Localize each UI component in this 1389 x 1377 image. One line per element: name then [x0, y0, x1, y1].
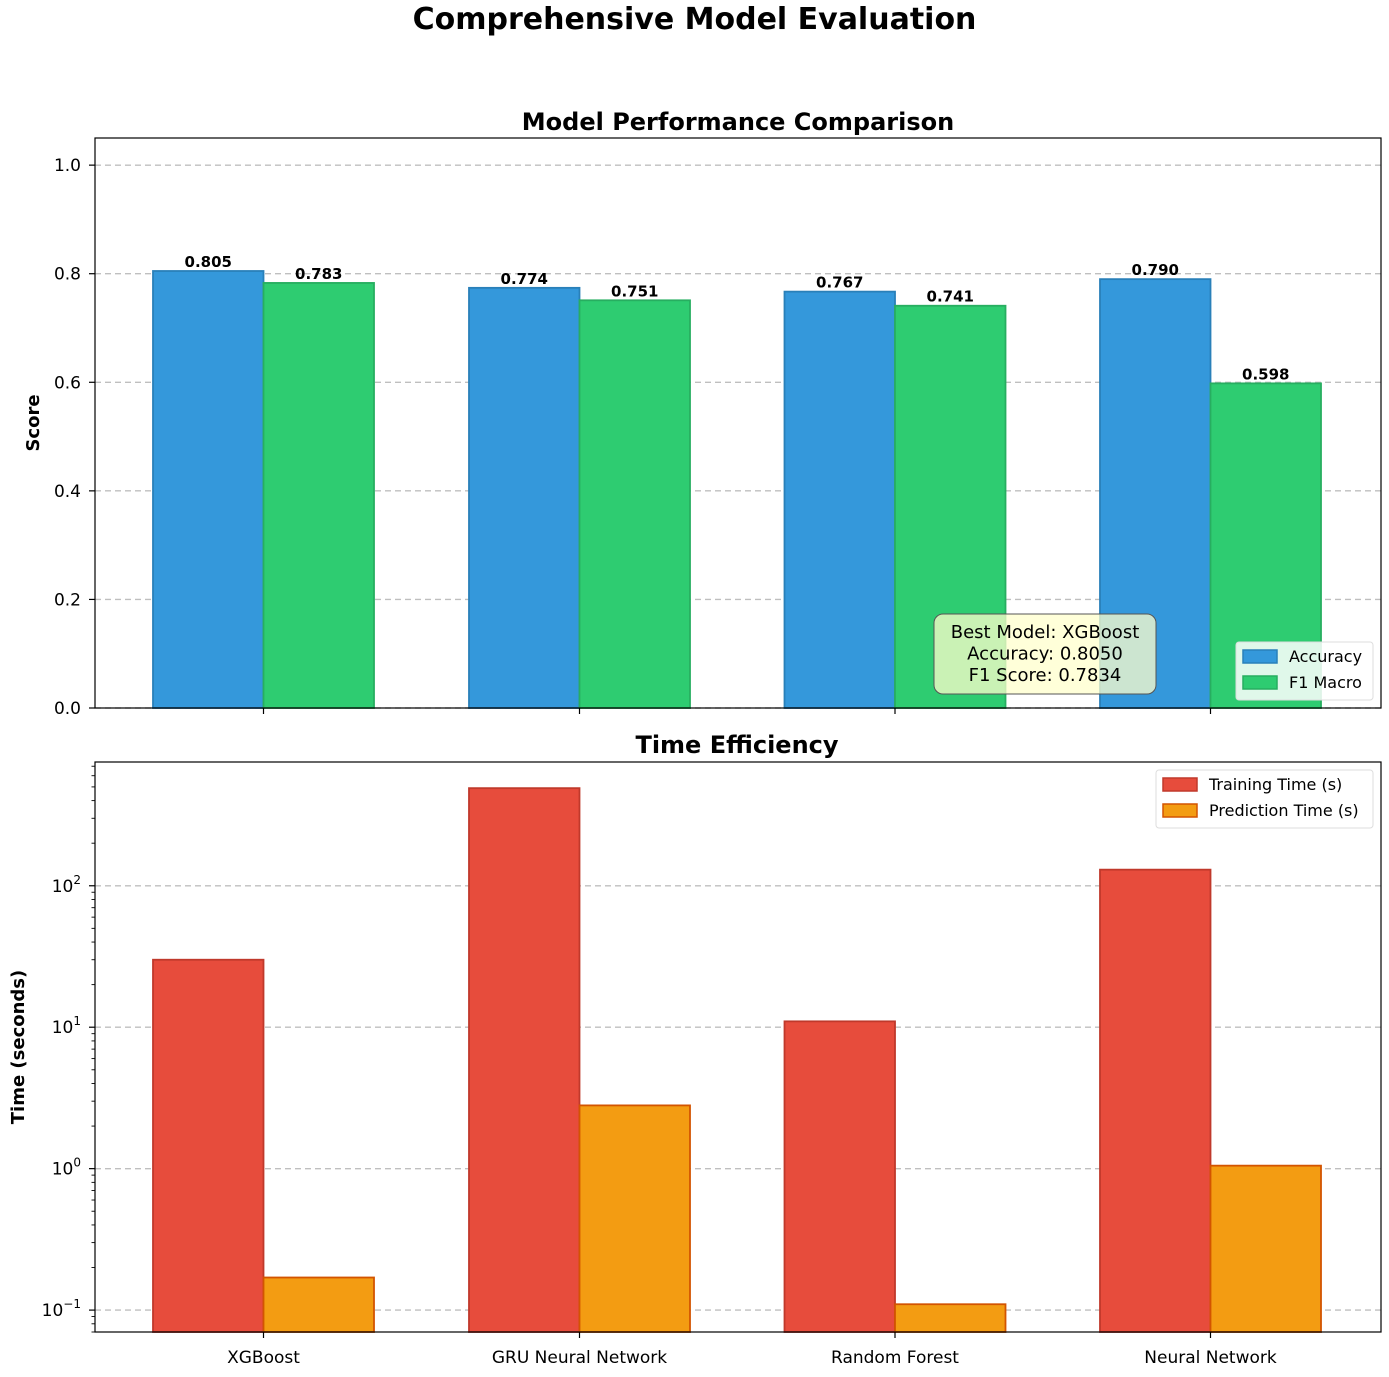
legend-label: Training Time (s) — [1208, 775, 1342, 794]
bar-value-label: 0.774 — [501, 270, 548, 288]
bar-prediction-time-s — [1209, 1164, 1322, 1333]
bar-accuracy — [468, 286, 581, 709]
legend-box — [1155, 769, 1374, 829]
x-tick-label: Neural Network — [1144, 1348, 1277, 1368]
bar-accuracy — [152, 270, 265, 709]
y-tick-label: 1.0 — [54, 156, 81, 176]
y-tick-label: 0.8 — [54, 265, 81, 285]
chart-title: Model Performance Comparison — [522, 108, 954, 136]
legend-label: F1 Macro — [1289, 673, 1362, 692]
time-chart: 10−1 100 101 102 XGBoost GRU Neural Network Ra… — [8, 731, 1382, 1368]
annotation-text: Accuracy: 0.8050 — [967, 644, 1123, 665]
annotation-box — [933, 613, 1157, 695]
bar-training-time-s — [783, 1020, 896, 1333]
bar-prediction-time-s — [262, 1276, 375, 1333]
x-tick-label: Random Forest — [831, 1348, 959, 1368]
bar-value-label: 0.598 — [1242, 365, 1289, 383]
figure-title: Comprehensive Model Evaluation — [412, 2, 977, 37]
y-tick-label: 10−1 — [42, 1297, 81, 1321]
legend-label: Prediction Time (s) — [1209, 801, 1359, 820]
axes-frame — [94, 137, 1382, 709]
bar-value-label: 0.767 — [816, 274, 863, 292]
y-tick-label: 0.6 — [54, 373, 81, 393]
legend: Training Time (s) Prediction Time (s) — [1155, 769, 1374, 829]
legend-swatch — [1242, 649, 1278, 664]
axes-frame — [94, 761, 1382, 1333]
y-axis-label: Time (seconds) — [8, 970, 29, 1125]
y-tick-label: 100 — [52, 1156, 81, 1180]
bar-training-time-s — [468, 787, 581, 1333]
legend-swatch — [1162, 803, 1198, 818]
bar-value-label: 0.751 — [611, 282, 658, 300]
legend-swatch — [1162, 777, 1198, 792]
x-tick-label: XGBoost — [227, 1348, 300, 1368]
bar-training-time-s — [1099, 868, 1212, 1333]
y-tick-label: 0.0 — [54, 699, 81, 719]
bar-accuracy — [783, 290, 896, 709]
y-tick-label: 0.4 — [54, 482, 81, 502]
bar-training-time-s — [152, 958, 265, 1333]
bar-prediction-time-s — [894, 1303, 1007, 1333]
legend: Accuracy F1 Macro — [1235, 641, 1374, 701]
bar-f1-macro — [262, 282, 375, 709]
bar-f1-macro — [578, 299, 691, 709]
bar-value-label: 0.790 — [1132, 261, 1179, 279]
bar-prediction-time-s — [578, 1104, 691, 1333]
legend-label: Accuracy — [1289, 647, 1362, 666]
legend-swatch — [1242, 675, 1278, 690]
performance-chart: 0.805 0.774 0.767 0.790 0.783 0.751 0.741 0.598… — [23, 108, 1382, 719]
y-tick-label: 102 — [52, 873, 81, 897]
y-axis-label: Score — [23, 394, 44, 451]
bar-value-label: 0.805 — [185, 253, 232, 271]
x-tick-label: GRU Neural Network — [492, 1348, 667, 1368]
annotation-text: F1 Score: 0.7834 — [969, 665, 1122, 686]
bar-value-label: 0.741 — [927, 288, 974, 306]
bar-value-label: 0.783 — [295, 265, 342, 283]
y-tick-label: 0.2 — [54, 590, 81, 610]
annotation-text: Best Model: XGBoost — [951, 622, 1140, 643]
y-tick-label: 101 — [52, 1014, 81, 1038]
chart-title: Time Efficiency — [635, 731, 838, 759]
